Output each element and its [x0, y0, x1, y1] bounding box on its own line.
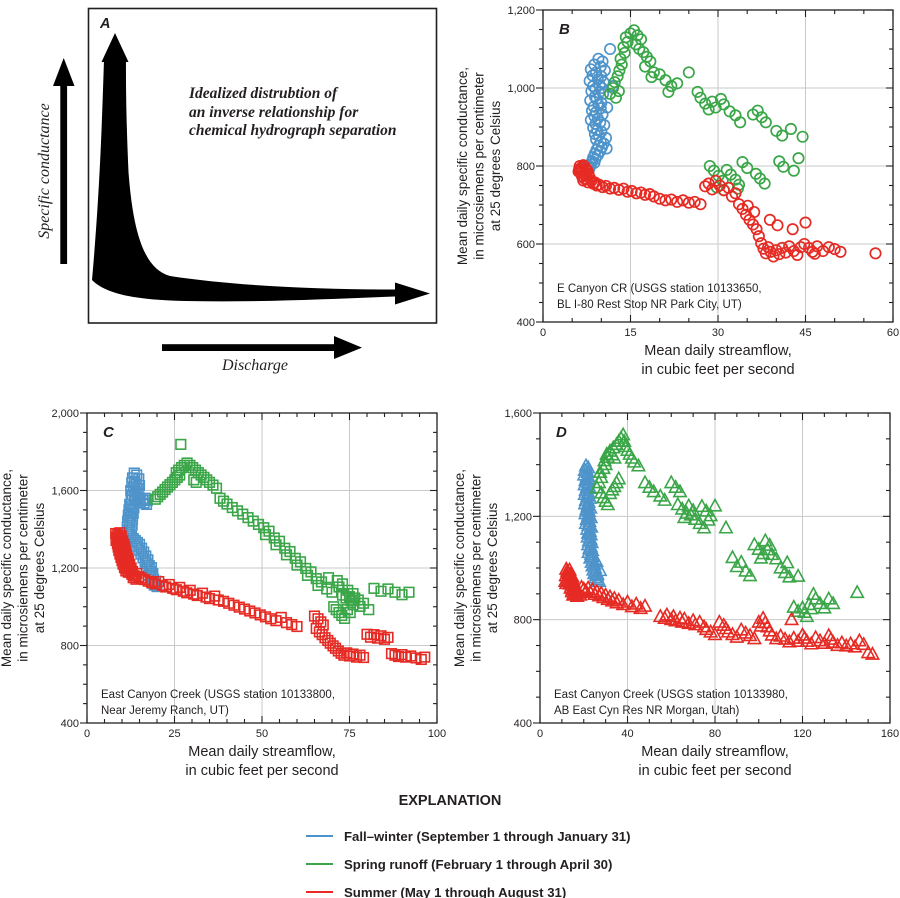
station-label-line: AB East Cyn Res NR Morgan, Utah): [554, 705, 740, 717]
y-tick-label: 2,000: [51, 408, 79, 420]
x-tick-label: 30: [712, 327, 724, 339]
panel-a-y-axis-label: Specific conductance: [36, 103, 53, 239]
y-axis-title-line: Mean daily specific conductance,: [455, 67, 470, 265]
y-tick-label: 1,600: [51, 486, 79, 498]
x-tick-label: 0: [84, 728, 90, 740]
series-summer: [557, 561, 881, 660]
station-label-line: E Canyon CR (USGS station 10133650,: [557, 283, 762, 295]
panel-a-label: A: [100, 16, 111, 32]
legend-item-label: Spring runoff (February 1 through April …: [344, 856, 613, 872]
x-tick-label: 0: [540, 327, 546, 339]
panel-a-x-arrow-shaft: [162, 344, 334, 351]
x-axis-title-line: in cubic feet per second: [185, 763, 338, 779]
legend-item-fall-winter: Fall–winter (September 1 through January…: [306, 822, 631, 850]
panel-a-swath: [92, 60, 430, 305]
x-axis-title-line: Mean daily streamflow,: [188, 744, 335, 760]
spring-runoff-line-swatch: [306, 862, 333, 866]
y-tick-label: 1,000: [507, 83, 535, 95]
y-axis-title-line: at 25 degrees Celsius: [488, 100, 503, 231]
series-spring-runoff: [589, 426, 865, 623]
y-tick-label: 400: [517, 317, 535, 329]
series-fall-winter: [581, 42, 620, 174]
x-tick-label: 120: [793, 728, 811, 740]
station-label-line: East Canyon Creek (USGS station 10133800…: [101, 689, 335, 701]
y-tick-label: 800: [61, 641, 79, 653]
panel-label: B: [559, 21, 570, 38]
panel-label: C: [103, 424, 115, 441]
y-tick-label: 600: [517, 239, 535, 251]
y-axis-title-line: Mean daily specific conductance,: [0, 469, 14, 667]
series-summer: [572, 159, 882, 263]
series-spring-runoff: [604, 24, 809, 197]
panel-label: D: [556, 424, 567, 441]
legend-item-label: Summer (May 1 through August 31): [344, 884, 567, 898]
y-tick-label: 800: [517, 161, 535, 173]
panel-a-art: [53, 7, 438, 359]
x-tick-label: 40: [621, 728, 633, 740]
legend-item-label: Fall–winter (September 1 through January…: [344, 828, 631, 844]
x-tick-label: 45: [799, 327, 811, 339]
station-label-line: East Canyon Creek (USGS station 10133980…: [554, 689, 788, 701]
series-summer: [110, 527, 431, 666]
y-tick-label: 400: [61, 718, 79, 730]
x-axis-title-line: in cubic feet per second: [641, 362, 794, 378]
series-spring-runoff: [149, 438, 415, 624]
x-tick-label: 15: [624, 327, 636, 339]
fall-winter-line-swatch: [306, 834, 333, 838]
y-axis-title-line: at 25 degrees Celsius: [32, 502, 47, 633]
station-label-line: Near Jeremy Ranch, UT): [101, 705, 229, 717]
panel-b-chart: 0 15 30 45 60 400 600 800 1,000 1,200 B E Canyon CR…: [455, 5, 899, 378]
y-axis-title-line: at 25 degrees Celsius: [485, 502, 500, 633]
x-tick-label: 25: [168, 728, 180, 740]
legend-item-summer: Summer (May 1 through August 31): [306, 878, 631, 898]
x-tick-label: 50: [256, 728, 268, 740]
panel-a-x-axis-label: Discharge: [221, 357, 289, 374]
panel-a-annotation-line2: an inverse relationship for: [189, 103, 359, 121]
panel-a-y-arrow-shaft: [60, 84, 68, 264]
panel-d-chart: 0 40 80 120 160 400 800 1,200 1,600 D East Canyon …: [452, 408, 899, 779]
panel-a-annotation-line3: chemical hydrograph separation: [189, 122, 397, 139]
y-tick-label: 1,200: [51, 563, 79, 575]
panel-a-y-arrowhead: [53, 58, 75, 86]
panel-c-chart: 0 25 50 75 100 400 800 1,200 1,600 2,000 C East Can…: [0, 408, 446, 779]
x-axis-title-line: Mean daily streamflow,: [641, 744, 788, 760]
x-tick-label: 0: [537, 728, 543, 740]
y-tick-label: 1,200: [507, 5, 535, 17]
panel-a-x-arrowhead: [334, 336, 362, 359]
x-axis-title-line: in cubic feet per second: [638, 763, 791, 779]
summer-line-swatch: [306, 890, 333, 894]
y-axis-title-line: in microsiemens per centimeter: [469, 474, 484, 662]
legend-title: EXPLANATION: [398, 793, 502, 809]
y-axis-title-line: in microsiemens per centimeter: [16, 474, 31, 662]
station-label-line: BL I-80 Rest Stop NR Park City, UT): [557, 299, 742, 311]
panel-a-up-arrowhead-inner: [101, 33, 129, 62]
panel-a-annotation: Idealized distrubtion of an inverse rela…: [189, 85, 397, 141]
x-tick-label: 160: [881, 728, 899, 740]
x-axis-title-line: Mean daily streamflow,: [644, 343, 791, 359]
panel-a-annotation-line1: Idealized distrubtion of: [189, 85, 338, 102]
y-axis-title-line: Mean daily specific conductance,: [452, 469, 467, 667]
legend: Fall–winter (September 1 through January…: [306, 822, 631, 898]
y-tick-label: 1,600: [504, 408, 532, 420]
y-tick-label: 1,200: [504, 511, 532, 523]
y-axis-title-line: in microsiemens per centimeter: [472, 72, 487, 260]
x-tick-label: 75: [343, 728, 355, 740]
series-fall-winter: [576, 457, 608, 588]
x-tick-label: 100: [428, 728, 446, 740]
legend-item-spring-runoff: Spring runoff (February 1 through April …: [306, 850, 631, 878]
y-tick-label: 800: [514, 615, 532, 627]
x-tick-label: 80: [709, 728, 721, 740]
y-tick-label: 400: [514, 718, 532, 730]
x-tick-label: 60: [887, 327, 899, 339]
